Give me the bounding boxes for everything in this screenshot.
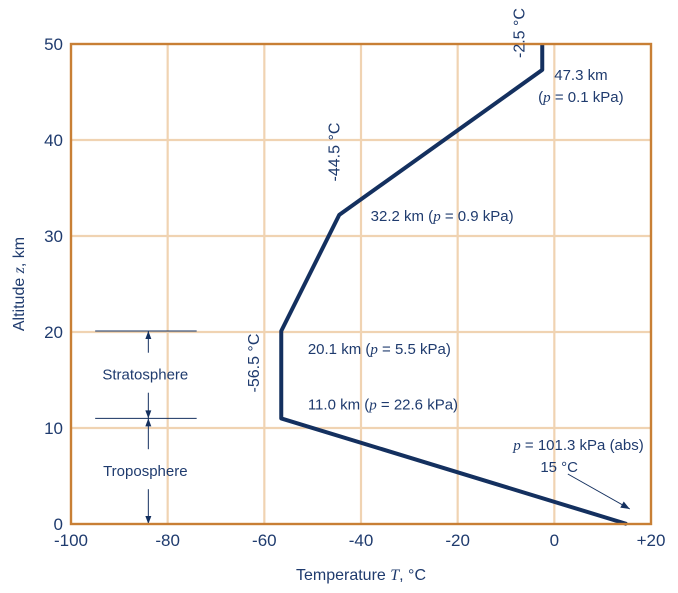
troposphere-label: Troposphere	[103, 463, 188, 480]
temperature-profile-line	[279, 44, 628, 526]
y-tick-label: 50	[44, 35, 63, 54]
x-tick-label: -100	[54, 531, 88, 550]
temp-label-top: -2.5 °C	[511, 8, 528, 58]
grid-lines	[71, 44, 651, 524]
y-tick-labels: 0 10 20 30 40 50	[44, 35, 63, 534]
annotation-surface-pressure: p = 101.3 kPa (abs)	[512, 437, 644, 454]
annotation-47km-pressure: (p = 0.1 kPa)	[538, 89, 623, 106]
plot-frame	[69, 42, 653, 526]
y-tick-label: 0	[54, 515, 63, 534]
x-tick-labels: -100 -80 -60 -40 -20 0 +20	[54, 531, 665, 550]
layer-arrowhead	[145, 410, 152, 419]
x-tick-label: 0	[550, 531, 559, 550]
y-tick-label: 10	[44, 419, 63, 438]
layer-arrowhead	[145, 418, 152, 427]
x-axis-label: Temperature T, °C	[296, 567, 426, 584]
x-tick-label: -80	[155, 531, 180, 550]
annotation-surface-temp: 15 °C	[540, 459, 578, 476]
annotation-20km: 20.1 km (p = 5.5 kPa)	[308, 341, 451, 358]
annotation-47km: 47.3 km	[554, 67, 607, 84]
layer-arrowhead	[145, 516, 152, 524]
x-tick-label: +20	[637, 531, 666, 550]
annotation-11km: 11.0 km (p = 22.6 kPa)	[308, 396, 458, 413]
x-tick-label: -60	[252, 531, 277, 550]
y-tick-label: 40	[44, 131, 63, 150]
annotation-32km: 32.2 km (p = 0.9 kPa)	[371, 208, 514, 225]
layer-markers	[95, 330, 197, 524]
y-tick-label: 30	[44, 227, 63, 246]
surface-arrow	[567, 473, 631, 510]
surface-arrowhead	[620, 501, 630, 509]
x-tick-label: -20	[445, 531, 470, 550]
y-axis-label: Altitude z, km	[11, 237, 28, 331]
y-tick-label: 20	[44, 323, 63, 342]
temp-label-low: -56.5 °C	[246, 334, 263, 393]
temp-label-mid: -44.5 °C	[326, 123, 343, 182]
layer-arrowhead	[145, 331, 152, 340]
stratosphere-label: Stratosphere	[102, 367, 188, 384]
x-tick-label: -40	[349, 531, 374, 550]
